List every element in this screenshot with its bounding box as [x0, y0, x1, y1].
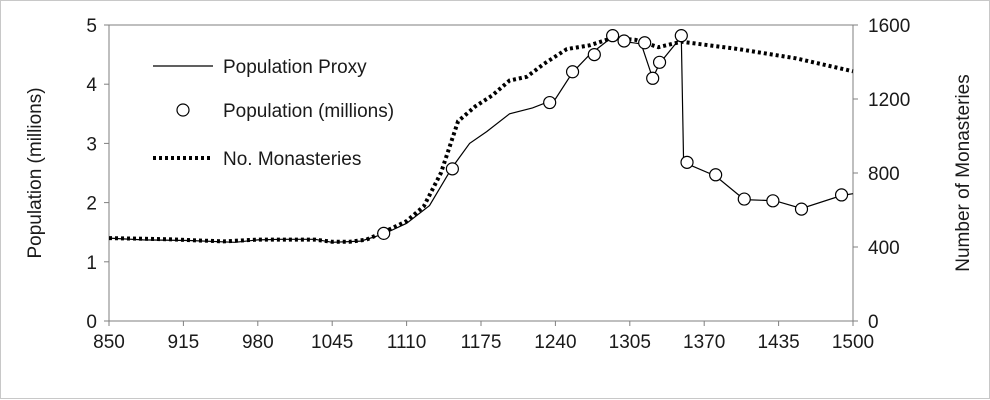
y-tick-label: 1	[86, 253, 97, 274]
population-millions-point	[766, 194, 780, 208]
population-millions-series	[377, 29, 849, 240]
legend-population-millions-marker	[176, 103, 190, 117]
series-layer	[108, 29, 854, 244]
legend-population-millions-label: Population (millions)	[223, 101, 394, 122]
y2-tick-label: 1600	[868, 16, 910, 37]
population-millions-point	[680, 155, 694, 169]
population-millions-point	[674, 29, 688, 43]
y2-axis-title: Number of Monasteries	[953, 74, 974, 271]
y-tick-label: 2	[86, 194, 97, 215]
x-tick-label: 1500	[832, 332, 874, 353]
axes	[104, 24, 858, 326]
x-tick-label: 980	[242, 332, 274, 353]
x-tick-label: 1305	[609, 332, 651, 353]
population-millions-point	[646, 71, 660, 85]
y2-tick-label: 1200	[868, 90, 910, 111]
legend: Population Proxy Population (millions) No.…	[153, 57, 394, 170]
population-millions-point	[737, 192, 751, 206]
y-tick-label: 4	[86, 75, 97, 96]
population-millions-point	[445, 162, 459, 176]
y-tick-label: 5	[86, 16, 97, 37]
no-monasteries-line	[108, 35, 854, 244]
x-tick-label: 915	[168, 332, 200, 353]
population-millions-point	[606, 29, 620, 43]
population-proxy-line	[108, 35, 854, 243]
x-tick-label: 1045	[311, 332, 353, 353]
population-millions-point	[709, 168, 723, 182]
population-millions-point	[638, 36, 652, 50]
population-millions-point	[565, 65, 580, 79]
y2-tick-label: 800	[868, 164, 900, 185]
x-tick-label: 1175	[461, 332, 502, 353]
population-millions-point	[794, 202, 809, 216]
x-tick-label: 850	[93, 332, 125, 353]
x-tick-label: 1370	[683, 332, 725, 353]
legend-no-monasteries-label: No. Monasteries	[223, 149, 361, 170]
population-millions-point	[543, 95, 557, 110]
y-tick-label: 3	[86, 134, 97, 155]
y-tick-label: 0	[86, 312, 97, 333]
x-tick-label: 1435	[757, 332, 799, 353]
population-millions-point	[834, 188, 849, 202]
y-axis-title: Population (millions)	[25, 87, 46, 258]
x-tick-label: 1110	[387, 332, 426, 353]
legend-population-proxy-label: Population Proxy	[223, 57, 367, 78]
population-millions-point	[617, 34, 631, 48]
y2-tick-label: 400	[868, 238, 900, 259]
population-millions-point	[652, 55, 667, 69]
x-tick-label: 1240	[534, 332, 576, 353]
y2-tick-label: 0	[868, 312, 879, 333]
tick-labels: 850 915 980 1045 1110 1175 1240 1305 1370 1435 150…	[86, 16, 910, 353]
population-millions-point	[377, 226, 391, 240]
population-millions-point	[587, 47, 601, 62]
plot-area-border	[108, 24, 854, 322]
